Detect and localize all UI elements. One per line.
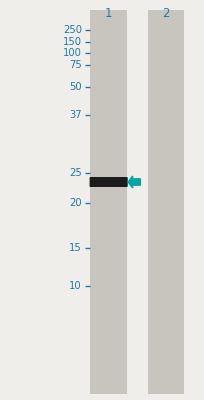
Text: 25: 25 <box>69 168 82 178</box>
Text: 75: 75 <box>69 60 82 70</box>
Text: 20: 20 <box>69 198 82 208</box>
Text: 37: 37 <box>69 110 82 120</box>
Text: 100: 100 <box>63 48 82 58</box>
FancyArrow shape <box>128 176 140 188</box>
Text: 150: 150 <box>63 37 82 47</box>
FancyBboxPatch shape <box>89 177 127 187</box>
Text: 1: 1 <box>104 7 112 20</box>
Text: 2: 2 <box>162 7 169 20</box>
Text: 10: 10 <box>69 281 82 291</box>
Text: 50: 50 <box>69 82 82 92</box>
Bar <box>147 10 184 394</box>
Bar <box>90 10 126 394</box>
Text: 250: 250 <box>63 25 82 35</box>
Text: 15: 15 <box>69 243 82 253</box>
